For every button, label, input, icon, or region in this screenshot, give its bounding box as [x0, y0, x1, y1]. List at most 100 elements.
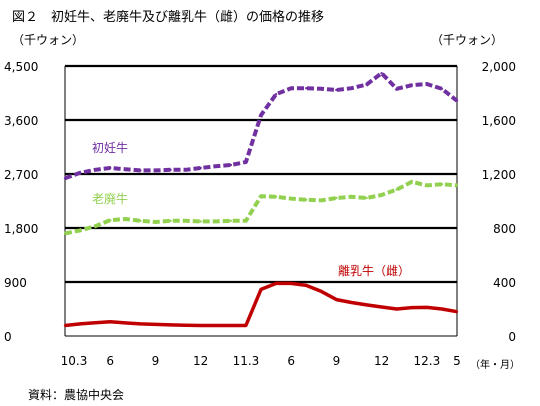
- data-point: [124, 217, 127, 221]
- data-point: [259, 114, 263, 117]
- data-point: [335, 196, 338, 200]
- data-point: [350, 195, 353, 198]
- data-point: [274, 195, 278, 198]
- data-point: [440, 183, 444, 186]
- right-tick-label: 800: [493, 222, 516, 236]
- data-point: [124, 168, 127, 171]
- right-tick-label: 0: [508, 330, 516, 344]
- data-point: [305, 87, 308, 90]
- data-point: [139, 322, 142, 326]
- data-point: [184, 219, 187, 222]
- series-label: 老廃牛: [92, 191, 128, 206]
- data-point: [305, 284, 308, 287]
- data-point: [320, 87, 323, 91]
- data-point: [274, 93, 278, 96]
- x-tick-label: 12: [193, 354, 208, 368]
- data-point: [425, 82, 429, 86]
- right-tick-label: 2,000: [482, 60, 516, 74]
- data-point: [244, 324, 248, 327]
- data-point: [335, 88, 338, 92]
- data-point: [154, 220, 157, 224]
- data-point: [63, 232, 67, 235]
- data-point: [289, 87, 293, 90]
- data-point: [259, 195, 263, 198]
- data-point: [109, 320, 112, 324]
- data-point: [229, 219, 233, 222]
- data-point: [380, 193, 383, 197]
- data-point: [395, 188, 398, 191]
- data-point: [289, 282, 293, 285]
- data-point: [365, 83, 368, 86]
- data-point: [78, 171, 82, 174]
- x-tick-label: 9: [333, 354, 341, 368]
- data-point: [410, 180, 413, 183]
- x-tick-label: 12.3: [413, 354, 440, 368]
- data-point: [199, 220, 202, 223]
- data-point: [139, 219, 142, 222]
- left-tick-label: 3,600: [4, 114, 38, 128]
- series-label: 離乳牛（雌）: [338, 263, 410, 278]
- data-point: [124, 321, 127, 325]
- data-point: [214, 165, 217, 168]
- x-tick-label: 10.3: [61, 354, 88, 368]
- data-point: [229, 324, 233, 327]
- series-line-1: [64, 179, 458, 236]
- left-tick-label: 4,500: [4, 60, 38, 74]
- data-point: [410, 306, 413, 309]
- data-point: [259, 288, 263, 291]
- data-point: [214, 324, 217, 327]
- data-point: [244, 160, 248, 164]
- data-point: [455, 184, 459, 187]
- data-point: [184, 168, 187, 171]
- data-point: [395, 307, 398, 311]
- data-point: [335, 298, 338, 301]
- x-tick-label: 12: [374, 354, 389, 368]
- data-point: [63, 324, 67, 327]
- data-point: [365, 303, 368, 307]
- data-point: [93, 225, 97, 228]
- data-point: [425, 184, 429, 187]
- left-tick-label: 2,700: [4, 168, 38, 182]
- data-point: [305, 198, 308, 201]
- right-tick-label: 1,200: [482, 168, 516, 182]
- data-point: [440, 87, 444, 91]
- data-point: [395, 87, 398, 91]
- data-point: [380, 305, 383, 309]
- source-note: 資料：農協中央会: [28, 388, 125, 402]
- data-point: [63, 177, 67, 180]
- data-point: [320, 199, 323, 202]
- figure-title: 図２ 初妊牛、老廃牛及び離乳牛（雌）の価格の推移: [12, 10, 325, 25]
- data-point: [109, 219, 112, 222]
- x-tick-label: 6: [106, 354, 114, 368]
- data-point: [350, 87, 353, 90]
- data-point: [154, 323, 157, 326]
- data-point: [455, 99, 459, 103]
- series-line-0: [64, 71, 459, 181]
- data-point: [109, 166, 112, 170]
- right-tick-label: 1,600: [482, 114, 516, 128]
- data-point: [289, 197, 293, 200]
- data-point: [214, 220, 217, 223]
- data-point: [78, 322, 82, 326]
- x-tick-label: 6: [287, 354, 295, 368]
- data-point: [169, 168, 172, 171]
- data-point: [169, 219, 172, 222]
- data-point: [199, 166, 202, 170]
- left-tick-label: 900: [4, 276, 27, 290]
- data-point: [320, 290, 323, 293]
- left-tick-label: 0: [4, 330, 12, 344]
- data-point: [365, 196, 368, 200]
- data-point: [440, 307, 444, 311]
- data-point: [93, 321, 97, 324]
- data-point: [139, 169, 142, 172]
- data-point: [410, 84, 413, 87]
- data-point: [154, 169, 157, 172]
- series-label: 初妊牛: [92, 140, 128, 155]
- data-point: [274, 282, 278, 285]
- right-tick-label: 400: [493, 276, 516, 290]
- x-tick-label: 9: [152, 354, 160, 368]
- data-point: [425, 306, 429, 309]
- data-point: [229, 163, 233, 167]
- data-point: [380, 72, 383, 75]
